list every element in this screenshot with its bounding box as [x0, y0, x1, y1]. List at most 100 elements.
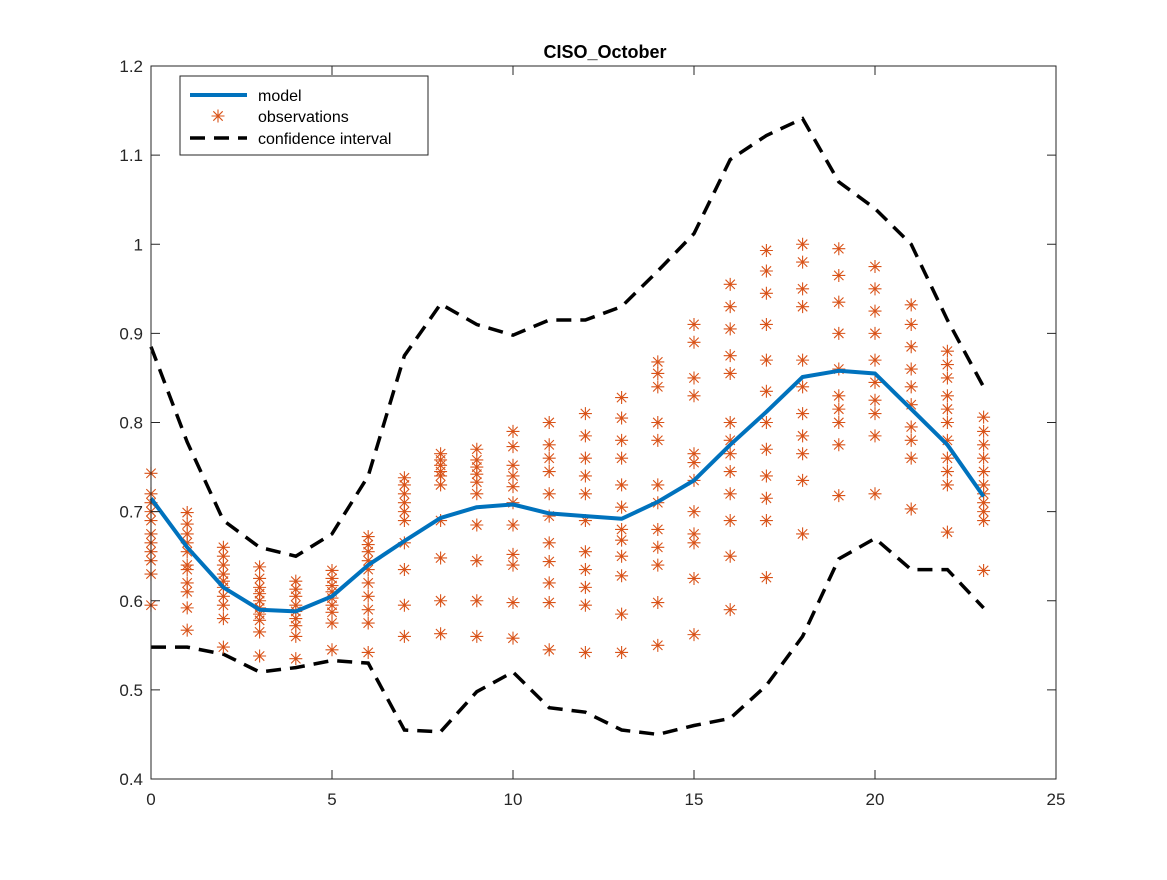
observation-point [578, 545, 592, 559]
observation-point [542, 536, 556, 550]
observation-point [216, 640, 230, 654]
observation-point [687, 389, 701, 403]
observation-point [759, 286, 773, 300]
observation-point [723, 433, 737, 447]
observation-point [759, 571, 773, 585]
observation-point [796, 237, 810, 251]
observation-point [180, 517, 194, 531]
observation-point [651, 478, 665, 492]
observation-point [325, 571, 339, 585]
observation-point [977, 465, 991, 479]
x-tick-label: 5 [327, 790, 336, 809]
observation-point [977, 410, 991, 424]
observation-point [325, 563, 339, 577]
observation-point [651, 540, 665, 554]
observation-point [180, 558, 194, 572]
observation-point [796, 473, 810, 487]
observation-point [506, 440, 520, 454]
observation-point [977, 505, 991, 519]
observation-point [796, 527, 810, 541]
observation-point [904, 451, 918, 465]
observation-point [868, 375, 882, 389]
observation-point [651, 522, 665, 536]
observation-point [542, 438, 556, 452]
observation-point [687, 371, 701, 385]
observation-point [651, 366, 665, 380]
observation-point [723, 603, 737, 617]
observation-point [615, 569, 629, 583]
observation-point [361, 589, 375, 603]
observation-point [904, 420, 918, 434]
observation-point [796, 353, 810, 367]
observation-point [868, 304, 882, 318]
observation-point [289, 598, 303, 612]
legend-label: model [258, 88, 302, 105]
observation-point [180, 585, 194, 599]
x-tick-label: 15 [685, 790, 704, 809]
observation-point [180, 545, 194, 559]
observation-point [977, 451, 991, 465]
observation-point [470, 518, 484, 532]
observation-point [723, 277, 737, 291]
observation-point [361, 554, 375, 568]
observation-point [832, 295, 846, 309]
observation-point [904, 298, 918, 312]
observation-point [325, 579, 339, 593]
observation-point [578, 580, 592, 594]
observation-point [325, 643, 339, 657]
observation-point [651, 380, 665, 394]
observation-point [361, 603, 375, 617]
confidence-interval-upper-line [149, 116, 986, 559]
observation-point [759, 243, 773, 257]
observation-point [759, 514, 773, 528]
legend-label: confidence interval [258, 131, 391, 148]
observation-point [506, 424, 520, 438]
observation-point [506, 518, 520, 532]
observation-point [868, 407, 882, 421]
observation-point [506, 480, 520, 494]
observation-point [506, 596, 520, 610]
observation-point [940, 389, 954, 403]
plot-lines [149, 116, 986, 737]
observation-point [434, 514, 448, 528]
observation-point [687, 335, 701, 349]
y-tick-label: 1 [134, 235, 143, 254]
observation-point [578, 429, 592, 443]
observation-point [180, 527, 194, 541]
observation-point [832, 416, 846, 429]
observation-point [470, 594, 484, 608]
observation-point [687, 628, 701, 642]
x-tick-label: 0 [146, 790, 155, 809]
observation-point [216, 589, 230, 603]
observation-point [759, 469, 773, 483]
observation-point [615, 433, 629, 447]
observation-point [470, 475, 484, 489]
observation-point [180, 601, 194, 615]
observation-point [723, 447, 737, 461]
observation-point [651, 638, 665, 652]
model-line [149, 368, 986, 614]
observation-point [361, 545, 375, 559]
observation-point [940, 402, 954, 416]
observation-point [578, 598, 592, 612]
observation-point [796, 282, 810, 296]
y-tick-label: 0.8 [119, 414, 143, 433]
observation-point [651, 433, 665, 447]
observation-point [977, 424, 991, 438]
observation-point [832, 389, 846, 403]
observation-point [651, 355, 665, 369]
observation-point [397, 505, 411, 519]
observation-point [216, 567, 230, 581]
observation-point [940, 433, 954, 447]
observation-point [759, 416, 773, 429]
observation-point [578, 487, 592, 501]
observation-point [253, 580, 267, 594]
observation-point [904, 317, 918, 331]
observation-point [687, 536, 701, 550]
observation-point [687, 505, 701, 519]
legend-label: observations [258, 109, 349, 126]
legend-observations-swatch [211, 109, 225, 123]
observation-point [434, 447, 448, 461]
observation-point [687, 571, 701, 585]
